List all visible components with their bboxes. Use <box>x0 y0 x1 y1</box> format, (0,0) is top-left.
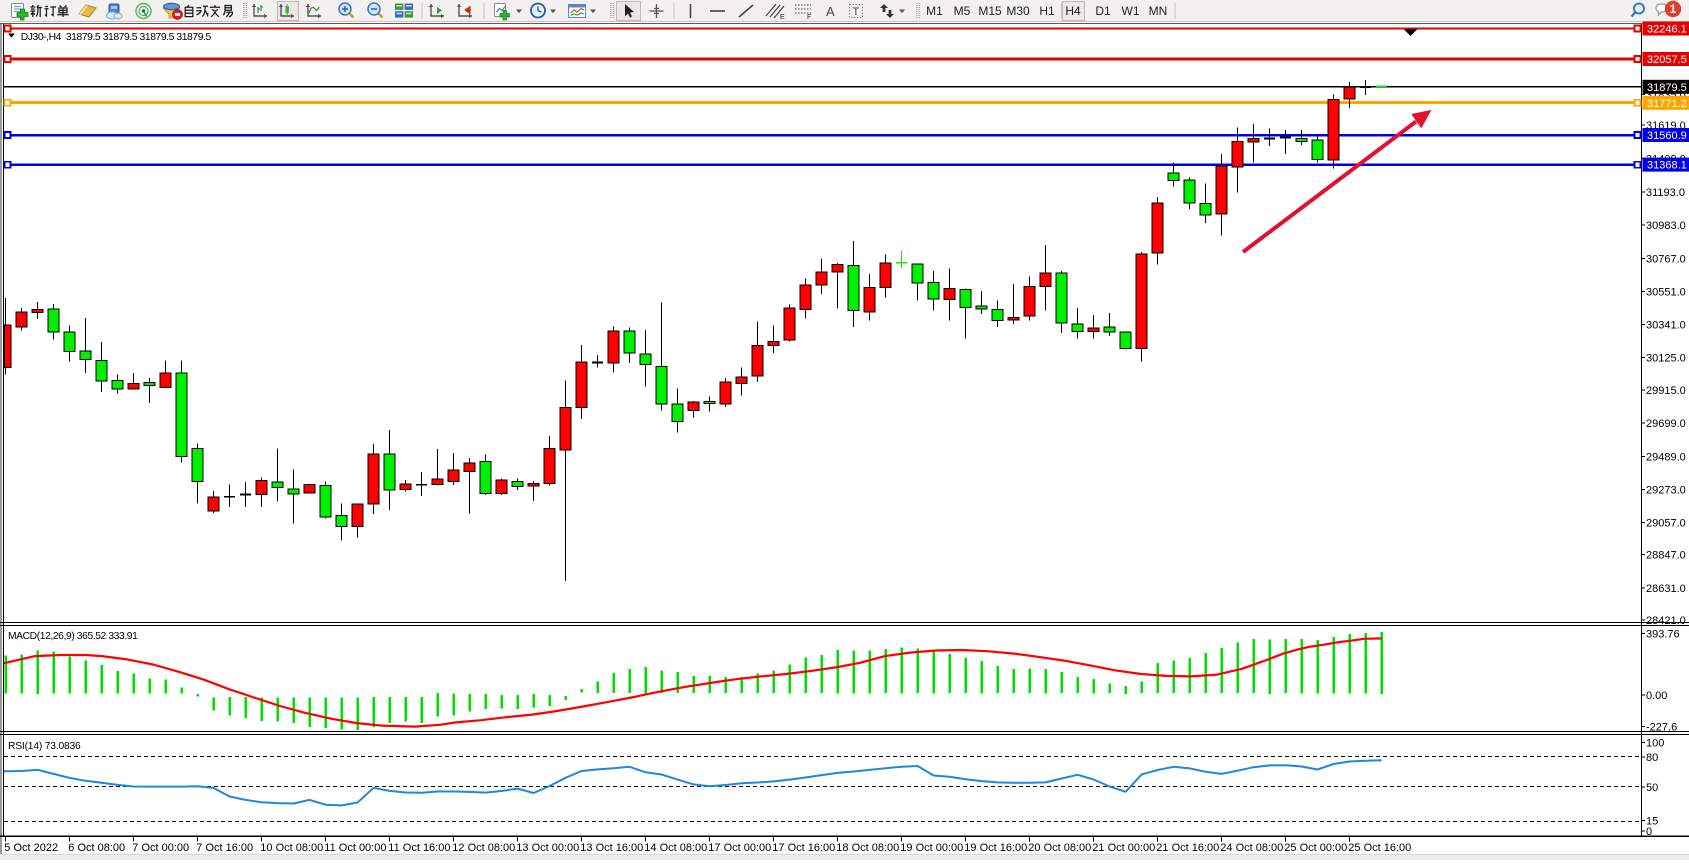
svg-text:11 Oct 16:00: 11 Oct 16:00 <box>388 842 450 854</box>
svg-text:30767.0: 30767.0 <box>1646 254 1686 266</box>
svg-text:M5: M5 <box>954 4 971 18</box>
svg-text:RSI(14) 73.0836: RSI(14) 73.0836 <box>8 741 81 752</box>
svg-text:25 Oct 00:00: 25 Oct 00:00 <box>1284 842 1347 854</box>
svg-text:31879.5: 31879.5 <box>1647 82 1687 94</box>
svg-text:21 Oct 00:00: 21 Oct 00:00 <box>1092 842 1155 854</box>
svg-text:80: 80 <box>1646 752 1658 764</box>
svg-text:100: 100 <box>1646 737 1664 749</box>
svg-text:DJ30-,H4 31879.5 31879.5 3187: DJ30-,H4 31879.5 31879.5 31879.5 31879.5 <box>21 32 212 43</box>
svg-text:29273.0: 29273.0 <box>1646 484 1686 496</box>
svg-text:50: 50 <box>1646 782 1658 794</box>
svg-text:H1: H1 <box>1039 4 1055 18</box>
svg-text:13 Oct 00:00: 13 Oct 00:00 <box>516 842 579 854</box>
svg-text:18 Oct 08:00: 18 Oct 08:00 <box>836 842 899 854</box>
svg-text:31560.9: 31560.9 <box>1647 130 1687 142</box>
svg-text:W1: W1 <box>1122 4 1140 18</box>
svg-text:0: 0 <box>1646 826 1652 838</box>
svg-text:31193.0: 31193.0 <box>1646 187 1685 199</box>
svg-text:28421.0: 28421.0 <box>1646 615 1686 627</box>
svg-text:30551.0: 30551.0 <box>1646 287 1686 299</box>
svg-text:29699.0: 29699.0 <box>1646 418 1686 430</box>
svg-text:30341.0: 30341.0 <box>1646 319 1686 331</box>
svg-text:17 Oct 16:00: 17 Oct 16:00 <box>772 842 835 854</box>
svg-text:31771.2: 31771.2 <box>1647 98 1687 110</box>
svg-text:29915.0: 29915.0 <box>1646 385 1686 397</box>
svg-text:30983.0: 30983.0 <box>1646 220 1686 232</box>
svg-text:30125.0: 30125.0 <box>1646 352 1686 364</box>
svg-text:19 Oct 16:00: 19 Oct 16:00 <box>964 842 1027 854</box>
svg-text:17 Oct 00:00: 17 Oct 00:00 <box>708 842 771 854</box>
svg-text:32246.1: 32246.1 <box>1647 24 1687 36</box>
svg-text:MACD(12,26,9) 365.52 333.91: MACD(12,26,9) 365.52 333.91 <box>8 631 138 642</box>
svg-text:31368.1: 31368.1 <box>1647 160 1687 172</box>
svg-text:25 Oct 16:00: 25 Oct 16:00 <box>1348 842 1411 854</box>
svg-text:D1: D1 <box>1095 4 1111 18</box>
svg-text:21 Oct 16:00: 21 Oct 16:00 <box>1156 842 1219 854</box>
svg-text:13 Oct 16:00: 13 Oct 16:00 <box>580 842 643 854</box>
svg-text:5 Oct 2022: 5 Oct 2022 <box>4 842 58 854</box>
svg-text:6 Oct 08:00: 6 Oct 08:00 <box>68 842 125 854</box>
svg-text:MN: MN <box>1149 4 1168 18</box>
svg-text:M1: M1 <box>926 4 943 18</box>
svg-text:10 Oct 08:00: 10 Oct 08:00 <box>260 842 323 854</box>
svg-text:11 Oct 00:00: 11 Oct 00:00 <box>324 842 386 854</box>
svg-text:29489.0: 29489.0 <box>1646 452 1686 464</box>
svg-text:28847.0: 28847.0 <box>1646 550 1686 562</box>
svg-text:19 Oct 00:00: 19 Oct 00:00 <box>900 842 963 854</box>
svg-text:M15: M15 <box>978 4 1002 18</box>
svg-text:14 Oct 08:00: 14 Oct 08:00 <box>644 842 707 854</box>
svg-text:F: F <box>807 14 811 21</box>
svg-text:28631.0: 28631.0 <box>1646 583 1686 595</box>
svg-text:A: A <box>826 4 835 19</box>
svg-text:12 Oct 08:00: 12 Oct 08:00 <box>452 842 515 854</box>
svg-text:7 Oct 00:00: 7 Oct 00:00 <box>132 842 189 854</box>
svg-text:1: 1 <box>1670 2 1677 16</box>
svg-text:7 Oct 16:00: 7 Oct 16:00 <box>196 842 253 854</box>
svg-text:-227.6: -227.6 <box>1646 722 1677 734</box>
svg-text:393.76: 393.76 <box>1646 628 1680 640</box>
svg-text:29057.0: 29057.0 <box>1646 517 1686 529</box>
svg-text:T: T <box>853 6 860 18</box>
svg-text:E: E <box>780 14 785 21</box>
svg-text:32057.5: 32057.5 <box>1647 54 1687 66</box>
svg-text:24 Oct 08:00: 24 Oct 08:00 <box>1220 842 1283 854</box>
svg-text:M30: M30 <box>1006 4 1030 18</box>
svg-text:20 Oct 08:00: 20 Oct 08:00 <box>1028 842 1091 854</box>
svg-text:0.00: 0.00 <box>1646 690 1667 702</box>
svg-text:H4: H4 <box>1065 4 1081 18</box>
